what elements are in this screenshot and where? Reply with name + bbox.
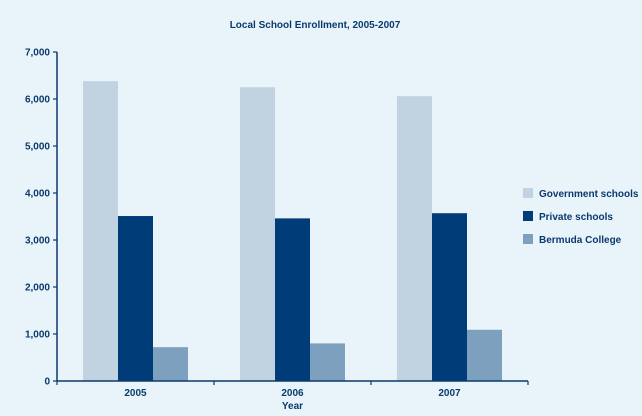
bar-bermuda-college-2005 <box>153 347 188 381</box>
y-tick-label-6000: 6,000 <box>25 95 50 106</box>
legend-label-government-schools: Government schools <box>539 189 639 200</box>
chart-title: Local School Enrollment, 2005-2007 <box>229 20 401 31</box>
y-tick-label-1000: 1,000 <box>25 330 50 341</box>
legend-swatch-government-schools <box>523 188 533 198</box>
bar-government-schools-2005 <box>83 81 118 381</box>
x-tick-label-2007: 2007 <box>438 388 461 399</box>
x-tick-label-2005: 2005 <box>124 388 147 399</box>
legend-label-private-schools: Private schools <box>539 212 613 223</box>
legend-swatch-private-schools <box>523 211 533 221</box>
bar-bermuda-college-2007 <box>467 329 502 381</box>
x-tick-label-2006: 2006 <box>281 388 304 399</box>
bar-government-schools-2007 <box>397 96 432 382</box>
y-tick-label-3000: 3,000 <box>25 236 50 247</box>
bar-bermuda-college-2006 <box>310 343 345 381</box>
legend-swatch-bermuda-college <box>523 234 533 244</box>
x-axis-title: Year <box>282 401 303 411</box>
bar-government-schools-2006 <box>240 87 275 381</box>
bar-private-schools-2006 <box>275 218 310 381</box>
y-tick-label-4000: 4,000 <box>25 189 50 200</box>
y-tick-label-5000: 5,000 <box>25 142 50 153</box>
y-tick-label-2000: 2,000 <box>25 283 50 294</box>
y-tick-label-0: 0 <box>44 377 50 388</box>
legend-label-bermuda-college: Bermuda College <box>539 235 622 246</box>
bar-private-schools-2005 <box>118 216 153 381</box>
bar-private-schools-2007 <box>432 213 467 381</box>
y-tick-label-7000: 7,000 <box>25 48 50 59</box>
